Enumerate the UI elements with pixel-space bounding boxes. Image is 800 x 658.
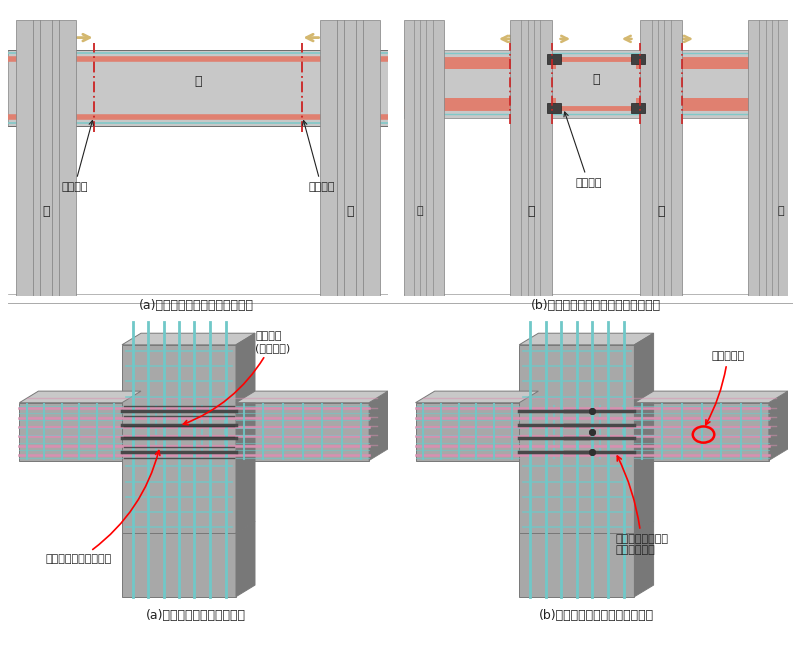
- Text: 柱: 柱: [416, 206, 422, 216]
- Bar: [8, 49, 388, 126]
- Text: 柱: 柱: [527, 205, 534, 218]
- Bar: [636, 60, 751, 68]
- Text: 梁: 梁: [194, 75, 202, 88]
- Text: 機械式定着: 機械式定着: [706, 351, 744, 424]
- Bar: [519, 345, 634, 533]
- Text: 鉄筋継手: 鉄筋継手: [62, 120, 94, 192]
- Bar: [634, 403, 769, 461]
- Bar: [510, 20, 552, 296]
- Polygon shape: [369, 391, 388, 461]
- Bar: [122, 345, 236, 533]
- Bar: [319, 20, 381, 296]
- Bar: [122, 533, 236, 597]
- Text: (a)スリーブタイプ配筋状況: (a)スリーブタイプ配筋状況: [146, 609, 246, 622]
- Text: (b)　カットオフタイプ配筋状況: (b) カットオフタイプ配筋状況: [538, 609, 654, 622]
- Polygon shape: [19, 391, 141, 403]
- Bar: [519, 533, 634, 597]
- Polygon shape: [236, 333, 255, 533]
- Polygon shape: [769, 391, 788, 461]
- Polygon shape: [236, 521, 255, 597]
- Bar: [404, 49, 788, 118]
- Text: 梁: 梁: [592, 73, 600, 86]
- Bar: [415, 403, 519, 461]
- Bar: [636, 99, 751, 107]
- Polygon shape: [634, 521, 654, 597]
- Text: 鉄筋継手: 鉄筋継手: [302, 120, 334, 192]
- Bar: [441, 60, 556, 68]
- Bar: [547, 54, 561, 64]
- Polygon shape: [122, 333, 255, 345]
- Text: 柱: 柱: [658, 205, 665, 218]
- Text: 柱: 柱: [42, 205, 50, 218]
- Polygon shape: [415, 391, 538, 403]
- Polygon shape: [634, 391, 788, 403]
- Polygon shape: [519, 333, 654, 345]
- Text: (a)スリーブタイプの適用架構例: (a)スリーブタイプの適用架構例: [138, 299, 254, 313]
- Bar: [236, 403, 369, 461]
- Bar: [15, 20, 77, 296]
- Text: (b)　カットオフタイプの適用架構例: (b) カットオフタイプの適用架構例: [531, 299, 661, 313]
- Polygon shape: [634, 333, 654, 533]
- Text: 柱: 柱: [777, 206, 784, 216]
- Bar: [640, 20, 682, 296]
- Bar: [547, 103, 561, 113]
- Bar: [441, 99, 556, 107]
- Bar: [748, 20, 788, 296]
- Text: 鉄筋継手: 鉄筋継手: [564, 112, 602, 188]
- Bar: [19, 403, 122, 461]
- Bar: [631, 103, 645, 113]
- Text: 鉄筋本数を変化：
カットオフ筋: 鉄筋本数を変化： カットオフ筋: [615, 456, 668, 555]
- Text: 鉄筋継手
(スリーブ): 鉄筋継手 (スリーブ): [183, 331, 290, 424]
- Bar: [631, 54, 645, 64]
- Text: 柱: 柱: [346, 205, 354, 218]
- Bar: [404, 20, 444, 296]
- Text: 鉄筋強度や太さを変化: 鉄筋強度や太さを変化: [46, 451, 160, 564]
- Polygon shape: [236, 391, 388, 403]
